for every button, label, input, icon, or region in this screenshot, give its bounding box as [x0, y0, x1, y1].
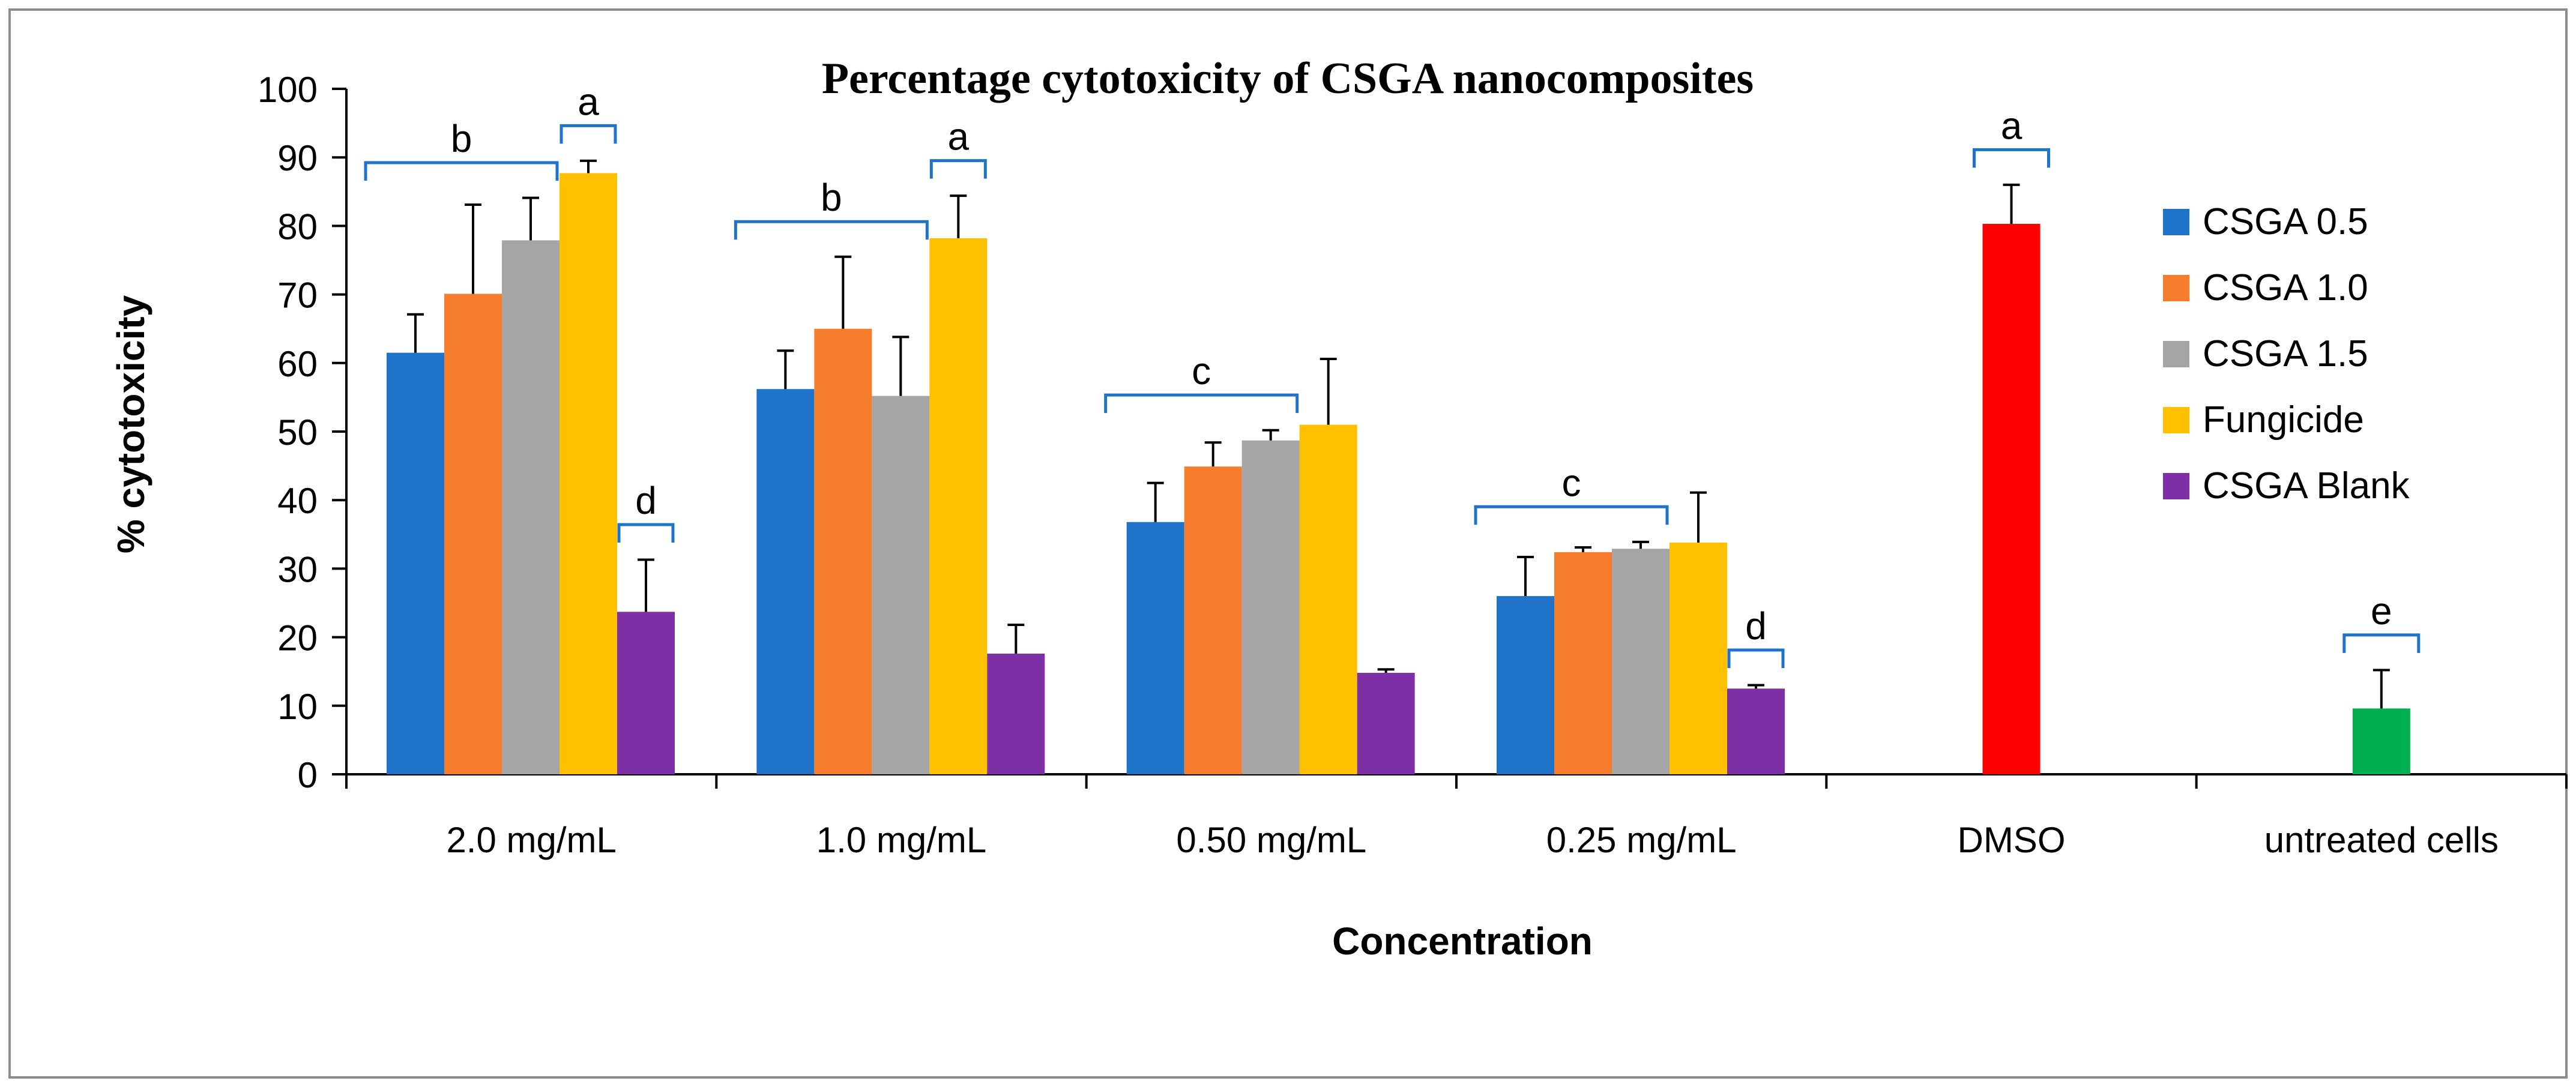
- bar: [387, 352, 444, 774]
- significance-bracket: [929, 159, 987, 179]
- bar: [1126, 522, 1184, 774]
- y-tick-label: 100: [258, 70, 318, 110]
- x-tick-label: 0.25 mg/mL: [1546, 820, 1737, 860]
- bars: [387, 173, 2410, 775]
- bar: [502, 240, 560, 775]
- bar: [814, 328, 872, 774]
- bar: [617, 612, 675, 774]
- y-tick-label: 80: [277, 206, 318, 247]
- bar: [1670, 543, 1727, 774]
- y-axis: 0 10 20 30 40 50 60 70 80 90 100: [258, 70, 348, 795]
- legend-label: CSGA 1.0: [2203, 267, 2368, 309]
- x-tick-label: untreated cells: [2264, 820, 2499, 860]
- legend-swatch: [2163, 209, 2189, 235]
- y-tick-label: 40: [277, 481, 318, 521]
- bar: [756, 389, 815, 774]
- significance-letter: d: [1745, 604, 1767, 648]
- significance-letter: b: [821, 176, 842, 219]
- bar: [1357, 672, 1415, 774]
- bar: [560, 173, 617, 774]
- bar: [1612, 549, 1670, 774]
- significance-bracket: [1727, 648, 1785, 668]
- error-bars: [407, 159, 2390, 709]
- legend-label: CSGA 0.5: [2203, 201, 2368, 242]
- legend: CSGA 0.5 CSGA 1.0 CSGA 1.5 Fungicide CSGA Bl…: [2163, 201, 2410, 507]
- significance-letter: d: [635, 479, 657, 522]
- bar: [1497, 596, 1554, 774]
- control-bar: [2352, 708, 2410, 774]
- y-axis-title: % cytotoxicity: [109, 295, 152, 553]
- bar: [1241, 440, 1300, 774]
- significance-letter: e: [2371, 589, 2392, 633]
- significance-annotations: b a d b a c c d a e: [364, 80, 2421, 668]
- significance-bracket: [1973, 148, 2050, 168]
- legend-swatch: [2163, 473, 2189, 499]
- significance-letter: a: [948, 115, 970, 158]
- y-tick-label: 70: [277, 276, 318, 316]
- significance-letter: c: [1562, 461, 1581, 504]
- bar: [1554, 552, 1612, 774]
- y-tick-label: 20: [277, 618, 318, 658]
- legend-label: CSGA Blank: [2203, 465, 2410, 507]
- significance-letter: b: [451, 117, 472, 160]
- x-axis: 2.0 mg/mL 1.0 mg/mL 0.50 mg/mL 0.25 mg/mL DM…: [345, 773, 2568, 860]
- significance-bracket: [1104, 393, 1299, 414]
- y-tick-label: 10: [277, 687, 318, 727]
- y-tick-label: 90: [277, 138, 318, 178]
- significance-letter: a: [578, 80, 599, 123]
- y-tick-label: 30: [277, 549, 318, 589]
- significance-bracket: [734, 220, 929, 240]
- bar: [872, 396, 930, 774]
- y-tick-label: 0: [298, 755, 318, 795]
- control-bar: [1982, 223, 2041, 774]
- bar: [444, 294, 502, 774]
- significance-letter: c: [1192, 349, 1211, 393]
- x-tick-label: 1.0 mg/mL: [816, 820, 986, 860]
- bar: [987, 654, 1045, 774]
- bar: [1184, 466, 1242, 774]
- x-tick-label: DMSO: [1958, 820, 2066, 860]
- significance-letter: a: [2001, 104, 2022, 147]
- legend-swatch: [2163, 275, 2189, 301]
- significance-bracket: [560, 124, 617, 144]
- significance-bracket: [1474, 505, 1669, 525]
- significance-bracket: [364, 161, 559, 181]
- x-tick-label: 2.0 mg/mL: [446, 820, 616, 860]
- significance-bracket: [2342, 633, 2421, 653]
- y-tick-label: 50: [277, 412, 318, 453]
- bar: [1299, 424, 1357, 774]
- legend-label: CSGA 1.5: [2203, 333, 2368, 375]
- bar: [1727, 688, 1785, 774]
- legend-swatch: [2163, 341, 2189, 367]
- y-tick-label: 60: [277, 344, 318, 384]
- bar: [929, 238, 988, 774]
- chart-title: Percentage cytotoxicity of CSGA nanocomp…: [822, 54, 1754, 103]
- legend-label: Fungicide: [2203, 399, 2364, 441]
- significance-bracket: [617, 523, 675, 543]
- x-tick-label: 0.50 mg/mL: [1176, 820, 1366, 860]
- legend-swatch: [2163, 407, 2189, 433]
- x-axis-title: Concentration: [1332, 920, 1593, 963]
